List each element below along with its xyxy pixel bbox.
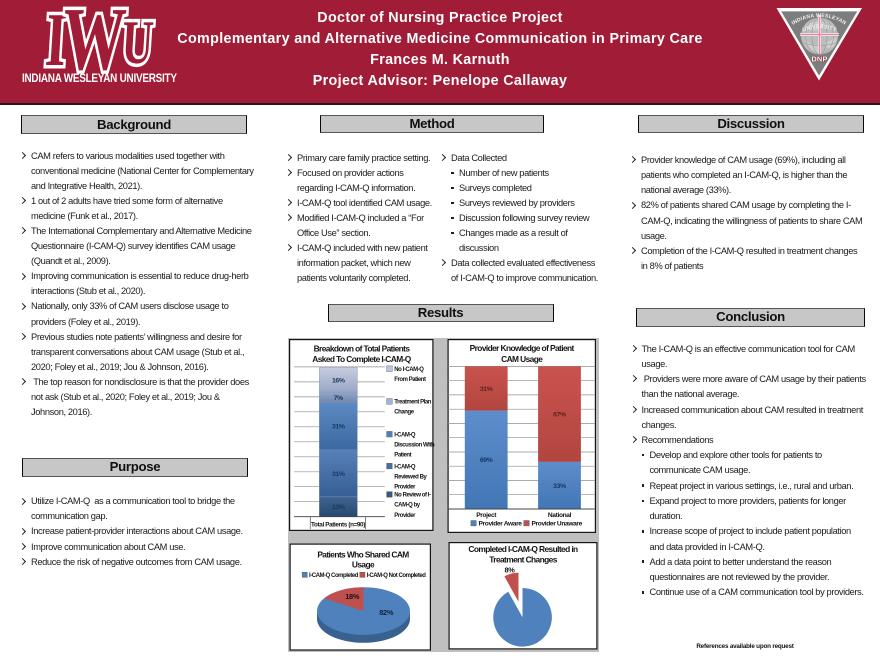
- svg-text:From Patient: From Patient: [394, 377, 426, 383]
- svg-text:69%: 69%: [480, 457, 493, 464]
- svg-text:67%: 67%: [553, 412, 566, 419]
- svg-text:DNP: DNP: [811, 55, 827, 64]
- svg-text:Provider Aware: Provider Aware: [479, 521, 523, 528]
- svg-text:31%: 31%: [332, 471, 345, 478]
- svg-text:16%: 16%: [332, 377, 345, 384]
- svg-text:I-CAM-Q: I-CAM-Q: [394, 464, 416, 470]
- svg-text:Provider: Provider: [394, 513, 416, 519]
- svg-text:No Review of I-: No Review of I-: [394, 493, 431, 499]
- svg-text:31%: 31%: [332, 424, 345, 431]
- svg-text:Discussion With: Discussion With: [394, 443, 435, 449]
- svg-text:I-CAM-Q Completed: I-CAM-Q Completed: [309, 573, 359, 579]
- svg-text:Patients Who Shared CAM: Patients Who Shared CAM: [317, 549, 409, 559]
- svg-text:Completed I-CAM-Q Resulted in: Completed I-CAM-Q Resulted in: [468, 544, 578, 554]
- svg-text:Treatment Changes: Treatment Changes: [489, 555, 557, 565]
- svg-text:13%: 13%: [332, 504, 345, 511]
- svg-text:Reviewed By: Reviewed By: [394, 474, 427, 480]
- svg-text:Project: Project: [476, 512, 497, 519]
- svg-text:Provider Knowledge of Patient: Provider Knowledge of Patient: [470, 343, 575, 353]
- svg-text:31%: 31%: [480, 386, 493, 393]
- svg-text:INDIANA WESLEYAN UNIVERSITY: INDIANA WESLEYAN UNIVERSITY: [22, 72, 177, 85]
- svg-text:8%: 8%: [504, 565, 515, 574]
- svg-text:CAM Usage: CAM Usage: [501, 354, 543, 364]
- svg-text:18%: 18%: [345, 592, 360, 601]
- svg-text:National: National: [548, 512, 572, 519]
- svg-text:No I-CAM-Q: No I-CAM-Q: [394, 367, 424, 373]
- svg-text:Patient: Patient: [394, 453, 411, 459]
- svg-text:W: W: [60, 2, 129, 88]
- svg-text:I-CAM-Q Not Completed: I-CAM-Q Not Completed: [367, 573, 427, 579]
- svg-text:Treatment Plan: Treatment Plan: [394, 400, 431, 406]
- svg-text:82%: 82%: [379, 608, 394, 617]
- svg-text:33%: 33%: [553, 483, 566, 490]
- svg-text:Total Patients (n=90): Total Patients (n=90): [311, 521, 365, 528]
- svg-text:Asked To Complete I-CAM-Q: Asked To Complete I-CAM-Q: [312, 354, 411, 364]
- svg-text:Provider: Provider: [394, 485, 416, 491]
- svg-text:Breakdown of Total Patients: Breakdown of Total Patients: [314, 343, 411, 353]
- svg-text:U: U: [120, 7, 156, 76]
- svg-text:I-CAM-Q: I-CAM-Q: [394, 432, 416, 438]
- svg-text:7%: 7%: [334, 395, 343, 402]
- svg-text:Change: Change: [394, 410, 414, 416]
- svg-text:Provider Unaware: Provider Unaware: [532, 521, 583, 528]
- svg-text:Usage: Usage: [352, 560, 375, 570]
- svg-text:UNIVERSITY: UNIVERSITY: [802, 24, 838, 33]
- svg-text:CAM-Q by: CAM-Q by: [394, 503, 421, 509]
